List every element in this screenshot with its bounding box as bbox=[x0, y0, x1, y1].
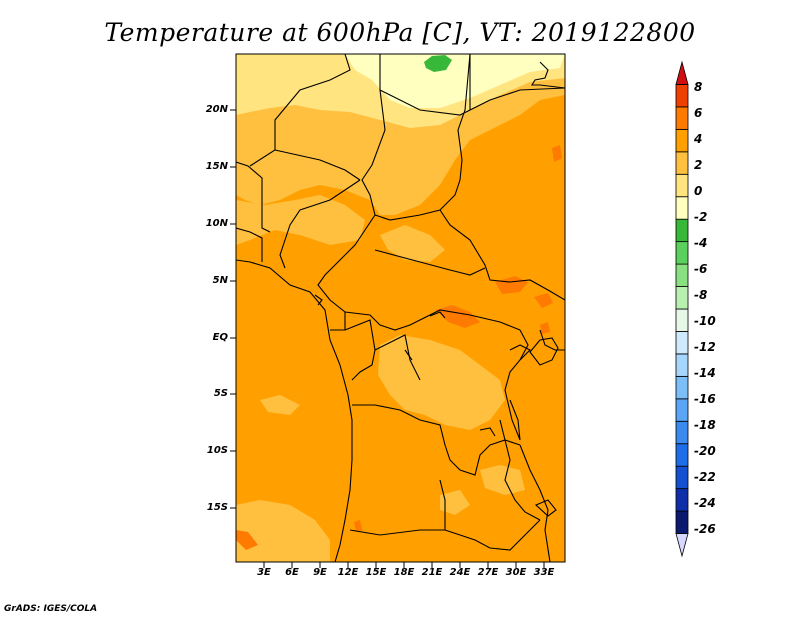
colorbar-label: -24 bbox=[694, 496, 716, 510]
colorbar-label: 2 bbox=[694, 158, 703, 172]
lat-label: 20N bbox=[205, 104, 228, 115]
lon-label: 27E bbox=[477, 567, 499, 578]
lon-label: 12E bbox=[337, 567, 359, 578]
colorbar-label: -2 bbox=[694, 210, 708, 224]
colorbar-swatch bbox=[675, 263, 689, 287]
lon-label: 9E bbox=[313, 567, 327, 578]
lon-label: 30E bbox=[505, 567, 527, 578]
colorbar-swatch bbox=[675, 308, 689, 332]
colorbar-swatch bbox=[675, 151, 689, 175]
colorbar-label: -10 bbox=[694, 314, 716, 328]
colorbar-label: -8 bbox=[694, 288, 708, 302]
axis-ticks bbox=[230, 109, 545, 568]
colorbar-label: -6 bbox=[694, 262, 708, 276]
colorbar-swatch bbox=[675, 84, 689, 108]
colorbar-label: 0 bbox=[694, 184, 703, 198]
colorbar-label: -14 bbox=[694, 366, 716, 380]
lon-label: 3E bbox=[257, 567, 271, 578]
colorbar-swatch bbox=[675, 465, 689, 490]
colorbar-swatch bbox=[675, 196, 689, 220]
colorbar-label: -18 bbox=[694, 418, 716, 432]
colorbar-label: 8 bbox=[694, 80, 703, 94]
lat-label: 10S bbox=[206, 445, 228, 456]
field-0-to-2-southwest bbox=[236, 500, 330, 562]
colorbar-label: -22 bbox=[694, 470, 716, 484]
colorbar-swatch bbox=[675, 353, 689, 377]
lon-label: 15E bbox=[365, 567, 387, 578]
colorbar-swatch bbox=[675, 106, 689, 130]
colorbar-swatch bbox=[675, 398, 689, 422]
colorbar-swatch bbox=[675, 128, 689, 153]
lon-label: 6E bbox=[285, 567, 299, 578]
lat-label: 15N bbox=[205, 161, 228, 172]
field-minus4-to-minus2 bbox=[345, 54, 565, 108]
colorbar-label: 6 bbox=[694, 106, 703, 120]
colorbar-label: -20 bbox=[694, 444, 716, 458]
lon-label: 21E bbox=[421, 567, 443, 578]
lon-label: 18E bbox=[393, 567, 415, 578]
lat-label: 5S bbox=[213, 388, 228, 399]
borders bbox=[236, 54, 565, 562]
colorbar-swatch bbox=[675, 60, 689, 85]
colorbar-swatch bbox=[675, 218, 689, 243]
field-minus6-to-minus4 bbox=[424, 55, 452, 72]
colorbar-swatch bbox=[675, 443, 689, 467]
colorbar-swatch bbox=[675, 510, 689, 534]
colorbar-swatch bbox=[675, 420, 689, 445]
map-frame bbox=[235, 53, 566, 563]
lat-label: EQ bbox=[212, 332, 228, 343]
colorbar-swatch bbox=[675, 173, 689, 198]
lat-label: 15S bbox=[206, 502, 228, 513]
colorbar-swatch bbox=[675, 331, 689, 355]
colorbar-label: -16 bbox=[694, 392, 716, 406]
colorbar-swatch bbox=[675, 375, 689, 400]
field-0-to-2-west bbox=[236, 195, 365, 245]
temperature-field bbox=[236, 54, 565, 562]
colorbar-swatch bbox=[675, 533, 689, 558]
colorbar-label: -26 bbox=[694, 522, 716, 536]
lat-label: 5N bbox=[212, 275, 228, 286]
colorbar-swatch bbox=[675, 488, 689, 512]
lon-label: 33E bbox=[533, 567, 555, 578]
colorbar-label: 4 bbox=[694, 132, 703, 146]
lat-label: 10N bbox=[205, 218, 228, 229]
colorbar-swatch bbox=[675, 286, 689, 310]
colorbar-label: -4 bbox=[694, 236, 708, 250]
lon-label: 24E bbox=[449, 567, 471, 578]
colorbar bbox=[675, 60, 689, 558]
colorbar-label: -12 bbox=[694, 340, 716, 354]
colorbar-swatch bbox=[675, 241, 689, 265]
credit-text: GrADS: IGES/COLA bbox=[4, 604, 98, 614]
chart-title: Temperature at 600hPa [C], VT: 201912280… bbox=[104, 18, 696, 47]
